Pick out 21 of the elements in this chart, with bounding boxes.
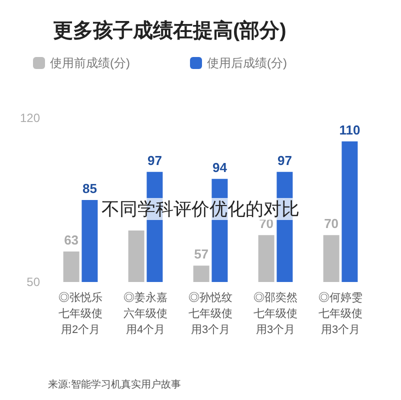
data-label: 57 [194, 246, 209, 262]
legend-label: 使用前成绩(分) [50, 56, 130, 70]
chart-title: 更多孩子成绩在提高(部分) [53, 19, 286, 42]
data-label: 70 [324, 216, 339, 232]
x-tick-label: ◎何婷雯七年级使用3个月 [318, 292, 362, 336]
data-label: 70 [259, 216, 274, 232]
data-label: 97 [277, 152, 292, 168]
x-tick-label: ◎孙悦纹七年级使用3个月 [188, 292, 232, 336]
y-tick-label: 50 [26, 275, 40, 289]
x-tick-label: ◎姜永嘉六年级使用4个月 [124, 291, 168, 336]
data-label: 94 [212, 160, 228, 175]
x-tick-label: ◎张悦乐七年级使用2个月 [58, 291, 102, 336]
data-label: 63 [64, 232, 79, 248]
legend-label: 使用后成绩(分) [206, 56, 287, 70]
data-label: 85 [82, 181, 97, 196]
data-label: 97 [147, 152, 162, 168]
annotation: 不同学科评价优化的对比 [102, 199, 300, 219]
data-label: 110 [339, 122, 360, 138]
y-tick-label: 120 [20, 111, 40, 125]
source-note: 来源:智能学习机真实用户故事 [48, 378, 181, 390]
x-tick-label: ◎邵奕然七年级使用3个月 [254, 291, 298, 336]
